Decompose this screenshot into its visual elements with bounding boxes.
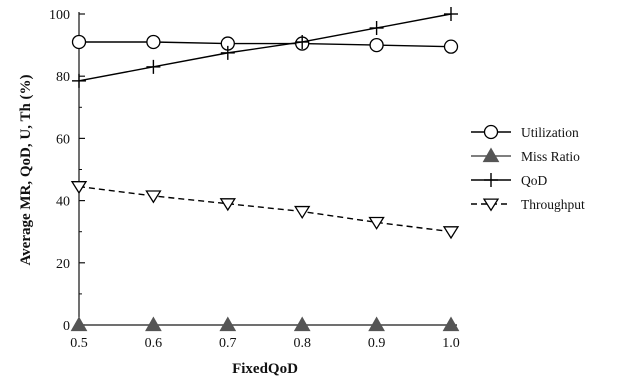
legend-label: QoD <box>521 173 547 188</box>
x-tick-label: 0.6 <box>145 336 163 351</box>
series-utilization <box>71 34 459 54</box>
series-qod <box>72 7 458 88</box>
legend: Utilization Miss Ratio QoD Throughput <box>471 124 585 212</box>
x-tick-label: 0.5 <box>70 336 88 351</box>
legend-marker <box>483 124 499 140</box>
x-tick-label: 0.8 <box>293 336 311 351</box>
y-tick-label: 100 <box>49 8 70 23</box>
data-point <box>146 34 161 50</box>
data-point <box>71 34 87 50</box>
legend-label: Miss Ratio <box>521 149 580 164</box>
legend-label: Utilization <box>521 125 579 140</box>
series-line <box>78 185 452 233</box>
series-throughput <box>70 181 460 240</box>
data-point <box>295 34 310 49</box>
y-tick-label: 0 <box>63 319 70 334</box>
axes <box>78 12 457 326</box>
legend-item: Utilization <box>471 124 579 140</box>
x-tick-label: 1.0 <box>442 336 460 351</box>
legend-marker <box>484 173 498 187</box>
series-group <box>70 7 460 332</box>
data-point <box>369 20 384 35</box>
legend-item: Throughput <box>471 197 585 212</box>
data-point <box>145 190 162 204</box>
data-point <box>368 216 385 230</box>
y-tick-label: 60 <box>56 132 70 147</box>
data-point <box>146 59 161 74</box>
legend-item: QoD <box>471 173 547 188</box>
x-axis-ticks: 0.5 0.6 0.7 0.8 0.9 1.0 <box>70 320 460 351</box>
data-point <box>443 39 459 54</box>
y-axis-title: Average MR, QoD, U, Th (%) <box>18 74 34 265</box>
data-point <box>72 73 86 88</box>
data-point <box>442 226 460 240</box>
y-tick-label: 20 <box>56 257 70 272</box>
data-point <box>70 181 88 195</box>
x-tick-label: 0.9 <box>368 336 386 351</box>
data-point <box>368 316 385 332</box>
data-point <box>220 45 235 60</box>
data-point <box>444 7 458 21</box>
data-point <box>219 198 236 212</box>
x-tick-label: 0.7 <box>219 336 237 351</box>
legend-item: Miss Ratio <box>471 147 580 164</box>
y-tick-label: 80 <box>56 70 70 85</box>
data-point <box>219 316 237 332</box>
series-line <box>79 41 452 48</box>
y-tick-label: 40 <box>56 195 70 210</box>
data-point <box>293 316 311 332</box>
series-miss-ratio <box>70 316 460 332</box>
data-point <box>145 316 162 332</box>
x-axis-title: FixedQoD <box>232 361 298 377</box>
legend-marker <box>482 198 500 212</box>
data-point <box>294 205 311 220</box>
legend-marker <box>482 147 500 163</box>
legend-label: Throughput <box>521 197 585 212</box>
series-line <box>78 13 452 82</box>
data-point <box>442 316 460 332</box>
data-point <box>369 37 384 53</box>
data-point <box>70 316 88 332</box>
y-axis-ticks: 0 20 40 60 80 100 <box>49 8 85 334</box>
